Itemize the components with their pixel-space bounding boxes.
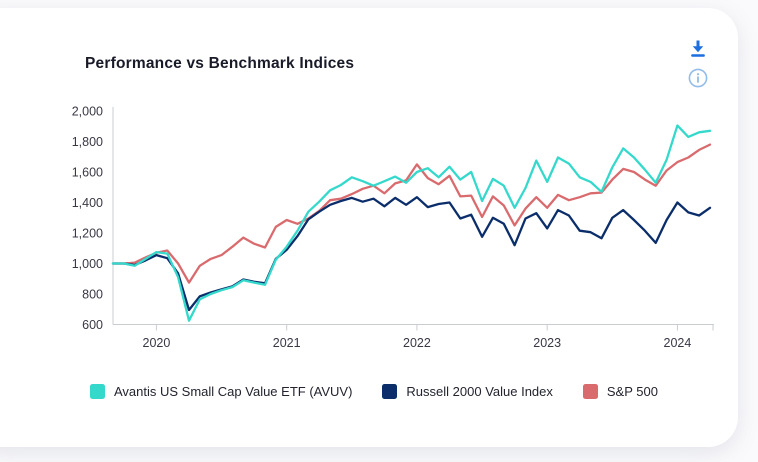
chart-toolbar [684, 38, 712, 91]
legend-label-sp500: S&P 500 [606, 384, 658, 399]
x-axis-tick-label: 2022 [403, 336, 431, 350]
legend-item-sp500: S&P 500 [582, 384, 658, 399]
chart-legend: Avantis US Small Cap Value ETF (AVUV) Ru… [8, 384, 740, 399]
chart-title: Performance vs Benchmark Indices [85, 55, 355, 72]
performance-chart-card [0, 8, 738, 447]
legend-swatch-sp500 [582, 384, 598, 399]
legend-item-avuv: Avantis US Small Cap Value ETF (AVUV) [90, 384, 352, 399]
x-axis-tick-label: 2020 [143, 336, 171, 350]
y-axis-tick-label: 1,400 [72, 196, 103, 210]
legend-swatch-russell [382, 384, 398, 399]
download-icon [687, 38, 709, 63]
legend-label-avuv: Avantis US Small Cap Value ETF (AVUV) [114, 384, 353, 399]
info-icon [687, 67, 709, 92]
x-axis-tick-label: 2024 [664, 336, 692, 350]
y-axis-tick-label: 1,800 [72, 135, 103, 149]
y-axis-tick-label: 1,200 [72, 227, 103, 241]
series-line [111, 143, 712, 284]
series-line [111, 124, 712, 322]
info-button[interactable] [686, 67, 710, 91]
y-axis-tick-label: 1,000 [72, 257, 103, 271]
legend-item-russell: Russell 2000 Value Index [382, 384, 553, 399]
y-axis-tick-label: 2,000 [72, 105, 103, 119]
legend-swatch-avuv [90, 384, 105, 399]
performance-line-chart: 600 800 1,000 1,200 1,400 1,600 1,800 2,000 2020… [72, 105, 714, 350]
y-axis-tick-label: 800 [82, 288, 103, 302]
x-axis-tick-label: 2023 [533, 336, 561, 350]
legend-label-russell: Russell 2000 Value Index [406, 384, 553, 399]
y-axis-tick-label: 600 [82, 318, 103, 332]
download-button[interactable] [686, 38, 710, 62]
y-axis-tick-label: 1,600 [72, 166, 103, 180]
series-line [111, 196, 712, 312]
x-axis-tick-label: 2021 [273, 336, 301, 350]
